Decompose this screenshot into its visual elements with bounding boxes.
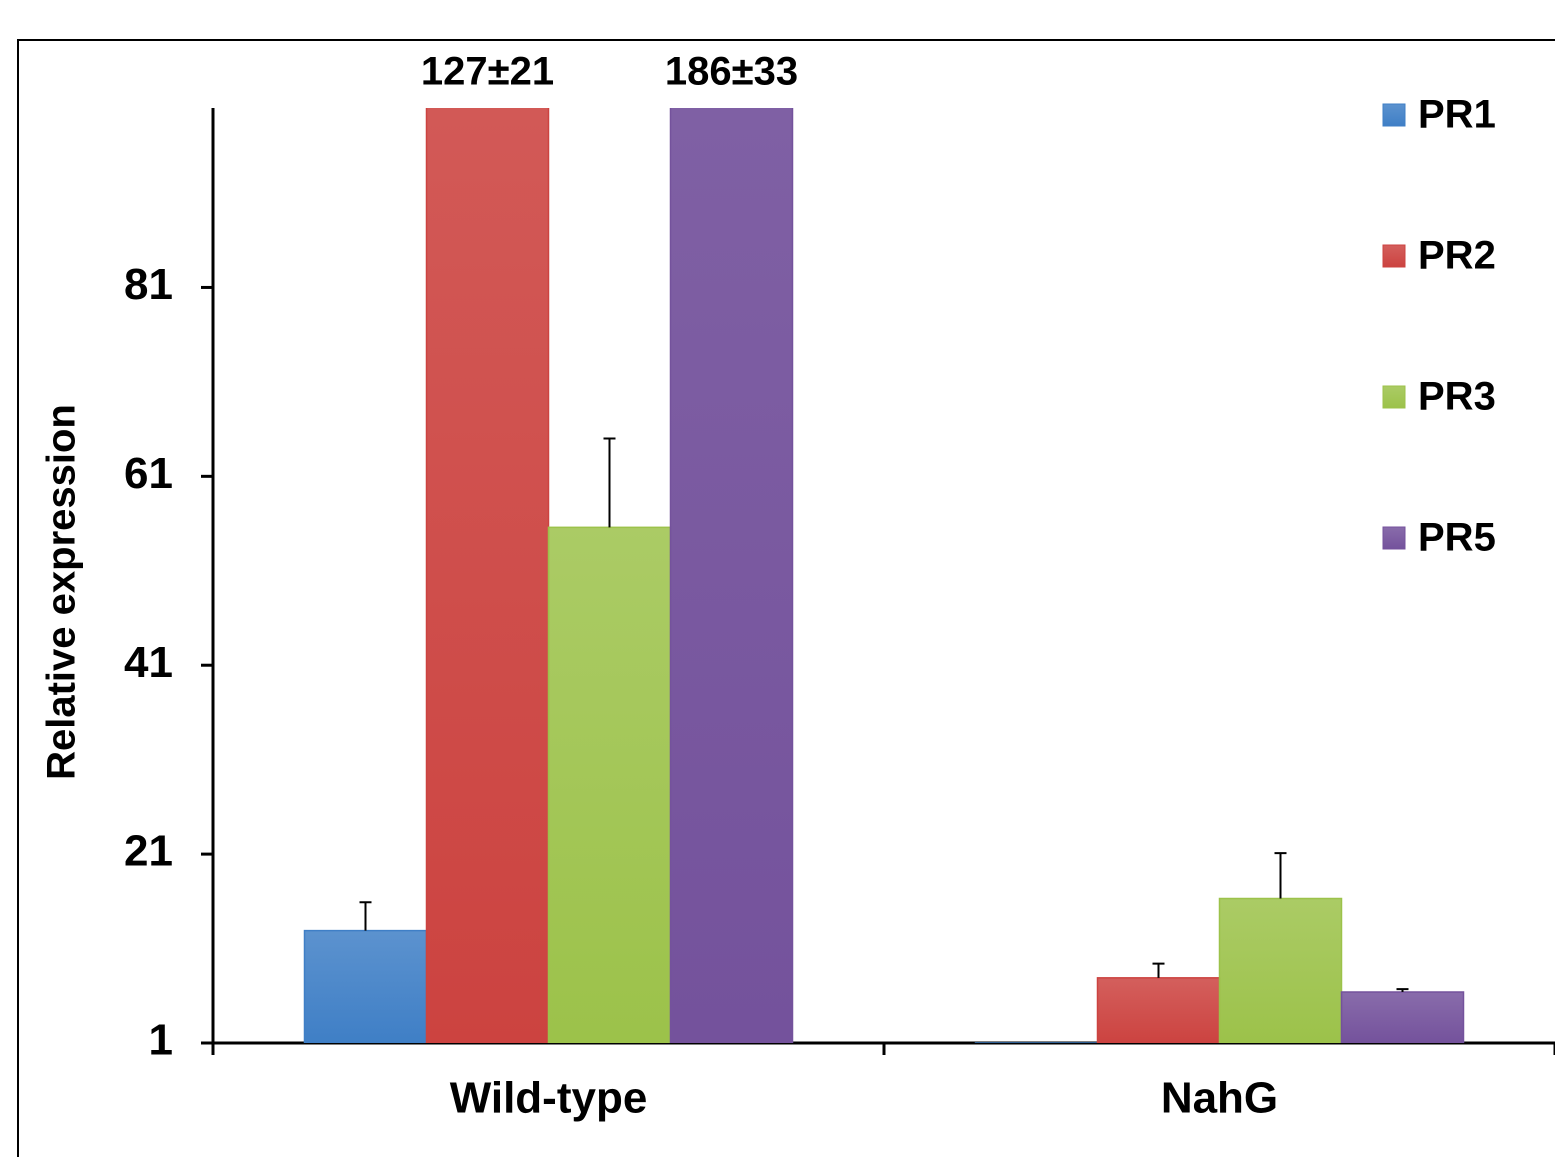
legend-swatch — [1382, 526, 1406, 550]
error-bar — [1274, 852, 1287, 899]
bar — [1218, 897, 1343, 1043]
error-bar — [1152, 962, 1165, 978]
error-bar — [359, 901, 372, 931]
bar — [1340, 991, 1465, 1043]
value-label: 186±33 — [665, 50, 798, 94]
bar — [303, 929, 428, 1043]
bar — [1096, 977, 1221, 1043]
y-tick-label: 41 — [124, 638, 173, 687]
bar — [425, 108, 550, 1043]
y-tick-label: 81 — [124, 260, 173, 309]
x-tick-label: NahG — [1161, 1074, 1278, 1123]
legend-label: PR5 — [1418, 516, 1496, 560]
plot-area — [303, 108, 1465, 1043]
y-tick-label: 1 — [149, 1016, 173, 1065]
y-axis-label: Relative expression — [40, 404, 84, 780]
legend-swatch — [1382, 244, 1406, 268]
legend-swatch — [1382, 385, 1406, 409]
bar — [669, 108, 794, 1043]
legend-swatch — [1382, 103, 1406, 127]
legend-label: PR2 — [1418, 234, 1496, 278]
y-tick-label: 61 — [124, 449, 173, 498]
error-bar — [603, 437, 616, 528]
chart-frame — [17, 39, 1555, 1157]
value-label: 127±21 — [421, 50, 554, 94]
y-tick-label: 21 — [124, 827, 173, 876]
x-tick-label: Wild-type — [450, 1074, 648, 1123]
legend-label: PR3 — [1418, 375, 1496, 419]
legend-label: PR1 — [1418, 93, 1496, 137]
error-bar — [1396, 988, 1409, 992]
bar — [547, 526, 672, 1043]
